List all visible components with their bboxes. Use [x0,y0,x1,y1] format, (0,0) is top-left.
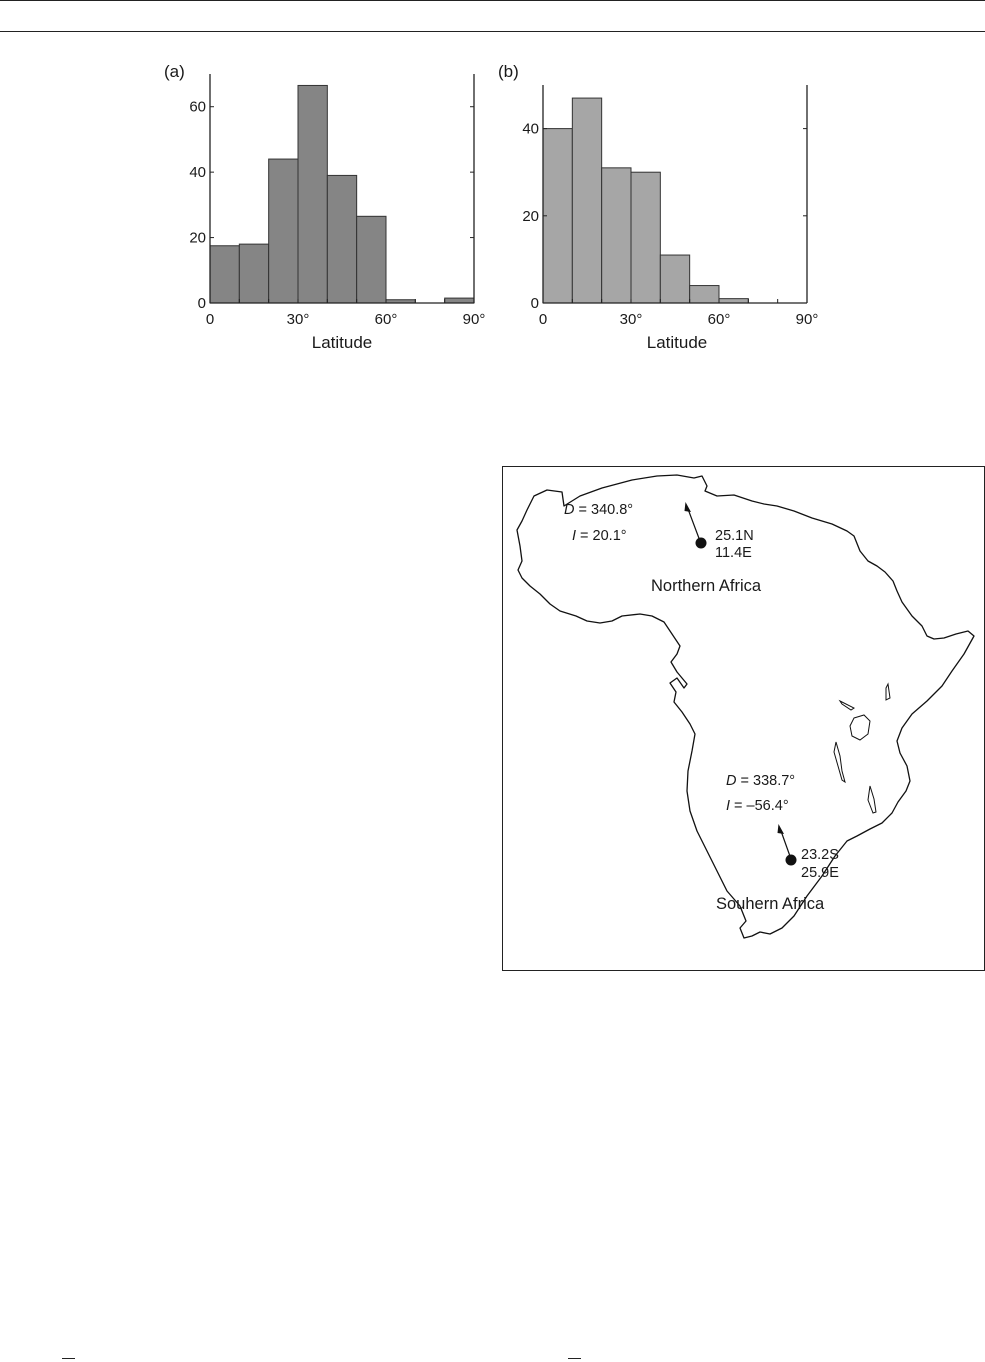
histogram-b-bar-30-40 [630,171,661,304]
histogram-b-x-tick-label-90: 90° [796,311,819,328]
northern-africa-label: Northern Africa [651,577,762,595]
north-arrow-head [684,502,691,512]
south-declination: D = 338.7° [726,773,795,789]
histogram-b-y-tick-label-20: 20 [522,208,539,225]
panel-label-b: (b) [498,62,519,81]
histogram-b: (b) 0 20 40 0 30° 60° 90° Latitude [498,62,819,352]
north-declination-arrow [687,508,701,542]
south-site-longitude: 25.9E [801,865,839,881]
histogram-a-bar-40-50 [326,174,358,304]
lake-malawi [867,785,877,814]
histogram-a: (a) 0 20 40 60 0 30° 60° 90° Latitude [164,62,486,352]
lake-sliver [838,699,855,711]
north-site-longitude: 11.4E [715,545,752,561]
lake-victoria [849,714,871,741]
histogram-a-x-tick-label-30: 30° [287,311,310,328]
histogram-a-bar-30-40 [297,84,328,304]
north-site-latitude: 25.1N [715,528,754,544]
south-site-latitude: 23.2S [801,847,839,863]
histogram-a-bar-10-20 [238,243,270,304]
histogram-b-bar-60-70 [718,298,749,304]
south-site-marker [785,854,797,866]
histogram-b-x-tick-label-30: 30° [620,311,643,328]
histogram-a-y-tick-label-40: 40 [189,164,206,181]
histogram-a-x-tick-label-0: 0 [206,311,214,328]
header-rule [0,31,985,32]
x-axis-title-a: Latitude [312,333,373,352]
top-rule [0,0,985,1]
x-axis-title-b: Latitude [647,333,708,352]
histogram-b-y-tick-label-40: 40 [522,121,539,138]
africa-coastline [516,474,975,939]
histogram-a-x-tick-label-60: 60° [375,311,398,328]
histogram-b-x-tick-label-60: 60° [708,311,731,328]
north-declination: D = 340.8° [564,502,633,518]
histogram-a-y-tick-label-0: 0 [198,295,206,312]
histogram-b-y-tick-label-0: 0 [531,295,539,312]
histogram-a-y-tick-label-60: 60 [189,99,206,116]
histogram-b-x-ticks: 0 30° 60° 90° [539,299,819,328]
histogram-b-bar-50-60 [689,285,720,304]
histogram-a-x-ticks: 0 30° 60° 90° [206,299,486,328]
south-arrow-head [777,824,784,834]
histogram-b-x-tick-label-0: 0 [539,311,547,328]
bottom-overline-right [568,1358,581,1359]
histogram-a-bar-20-30 [268,158,299,304]
histogram-a-bar-0-10 [209,245,240,304]
histogram-b-bar-0-10 [542,128,573,304]
histogram-b-frame [542,85,808,304]
bottom-overline-left [62,1358,75,1359]
north-inclination: I = 20.1° [572,528,627,544]
histogram-b-bars [542,97,749,304]
north-site-marker [695,537,707,549]
lake-sliver-2 [885,682,891,701]
south-declination-arrow [780,830,792,860]
histogram-a-x-tick-label-90: 90° [463,311,486,328]
histogram-a-y-ticks: 0 20 40 60 [189,99,474,312]
histogram-b-bar-10-20 [571,97,603,304]
histogram-a-bar-80-90 [444,297,475,304]
panel-label-a: (a) [164,62,185,81]
africa-map: D = 340.8° I = 20.1° 25.1N 11.4E Norther… [502,466,985,971]
histogram-b-bar-40-50 [659,254,691,304]
histogram-a-bar-50-60 [356,215,387,304]
histogram-a-y-tick-label-20: 20 [189,230,206,247]
south-inclination: I = –56.4° [726,798,789,814]
histogram-a-frame [209,74,475,304]
histogram-b-bar-20-30 [601,167,632,304]
histogram-a-bars [209,84,475,304]
lake-tanganyika [833,741,846,784]
histogram-b-y-ticks: 0 20 40 [522,121,807,312]
southern-africa-label: Souhern Africa [716,895,825,913]
